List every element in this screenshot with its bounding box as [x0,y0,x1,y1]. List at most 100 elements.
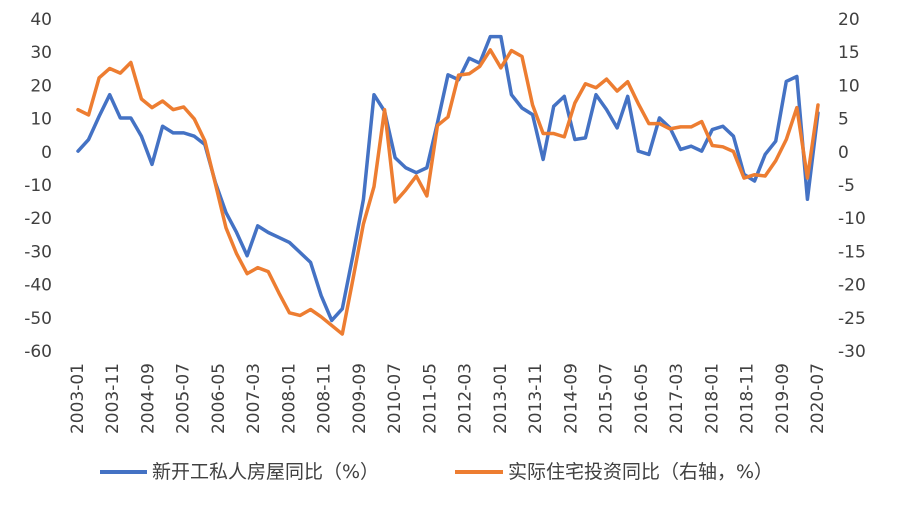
residential-investment-point [171,108,175,112]
x-tick-label: 2005-07 [174,363,194,434]
x-tick-label: 2007-03 [244,363,264,434]
residential-investment-point [309,308,313,312]
y-left-tick-label: -30 [24,242,52,262]
housing-starts-point [784,79,788,83]
housing-starts-point [753,179,757,183]
housing-starts-point [245,254,249,258]
y-axis-left: 40 30 20 10 0 -10 -20 -30 -40 -50 -60 [24,10,52,362]
x-tick-label: 2008-01 [279,363,299,434]
housing-starts-point [626,94,630,98]
residential-investment-point [182,105,186,109]
housing-starts-point [795,74,799,78]
residential-investment-point [235,252,239,256]
housing-starts-point [647,152,651,156]
y-right-tick-label: -25 [838,309,866,329]
residential-investment-point [277,291,281,295]
residential-investment-point [256,266,260,270]
housing-starts-point [361,197,365,201]
housing-starts-point [256,224,260,228]
x-tick-label: 2011-05 [420,363,440,434]
y-right-tick-label: -15 [838,242,866,262]
residential-investment-point [594,86,598,90]
housing-starts-point [224,211,228,215]
housing-starts-point [657,116,661,120]
residential-investment-point [689,125,693,129]
housing-starts-point [340,307,344,311]
x-tick-label: 2003-01 [68,363,88,434]
housing-starts-point [499,35,503,39]
residential-investment-point [213,182,217,186]
x-axis: 2003-01 2003-11 2004-09 2005-07 2006-05 2007-… [68,363,828,434]
x-tick-label: 2018-01 [702,363,722,434]
housing-starts-point [277,235,281,239]
residential-investment-point [351,278,355,282]
residential-investment-point [161,99,165,103]
residential-investment-point [700,120,704,124]
residential-investment-point [573,101,577,105]
residential-investment-point [605,77,609,81]
residential-investment-point [721,145,725,149]
residential-investment-point [192,117,196,121]
housing-starts-point [287,240,291,244]
residential-investment-point [298,313,302,317]
housing-starts-line [76,34,820,323]
housing-starts-point [182,131,186,135]
residential-investment-point [636,102,640,106]
y-right-tick-label: -5 [838,176,855,196]
housing-starts-point [393,156,397,160]
x-tick-label: 2019-09 [773,363,793,434]
residential-investment-point [404,188,408,192]
residential-investment-point [129,61,133,65]
housing-starts-point [731,134,735,138]
x-tick-label: 2013-01 [491,363,511,434]
residential-investment-point [795,106,799,110]
housing-starts-point [467,56,471,60]
residential-investment-point [467,72,471,76]
residential-investment-point [784,138,788,142]
housing-starts-point [594,93,598,97]
x-tick-label: 2013-11 [526,363,546,434]
y-left-tick-label: 40 [30,10,52,30]
housing-starts-point [171,131,175,135]
residential-investment-point [150,106,154,110]
housing-starts-point [520,106,524,110]
residential-investment-point [425,194,429,198]
residential-investment-point [499,66,503,70]
residential-investment-point [562,135,566,139]
residential-investment-point [457,73,461,77]
housing-starts-point [509,93,513,97]
residential-investment-point [118,71,122,75]
residential-investment-point [361,222,365,226]
y-right-tick-label: 10 [838,76,860,96]
x-tick-label: 2010-07 [385,363,405,434]
housing-starts-point [266,230,270,234]
residential-investment-point [647,122,651,126]
housing-starts-point [573,138,577,142]
residential-investment-point [488,48,492,52]
residential-investment-point [541,132,545,136]
housing-starts-point [774,139,778,143]
y-right-tick-label: -30 [838,342,866,362]
residential-investment-point [753,173,757,177]
x-tick-label: 2004-09 [138,363,158,434]
housing-starts-point [298,250,302,254]
housing-starts-point [372,93,376,97]
residential-investment-point [509,49,513,53]
residential-investment-point [383,108,387,112]
y-left-tick-label: 20 [30,76,52,96]
y-left-tick-label: -20 [24,209,52,229]
residential-investment-point [87,113,91,117]
residential-investment-point [372,185,376,189]
housing-starts-point [710,128,714,132]
housing-starts-point [552,104,556,108]
y-left-tick-label: 10 [30,110,52,130]
housing-starts-point [446,73,450,77]
residential-investment-point [245,272,249,276]
residential-investment-point [583,82,587,86]
residential-investment-point [478,64,482,68]
housing-starts-point [97,114,101,118]
residential-investment-point [742,176,746,180]
residential-investment-point [414,174,418,178]
y-left-tick-label: -10 [24,176,52,196]
